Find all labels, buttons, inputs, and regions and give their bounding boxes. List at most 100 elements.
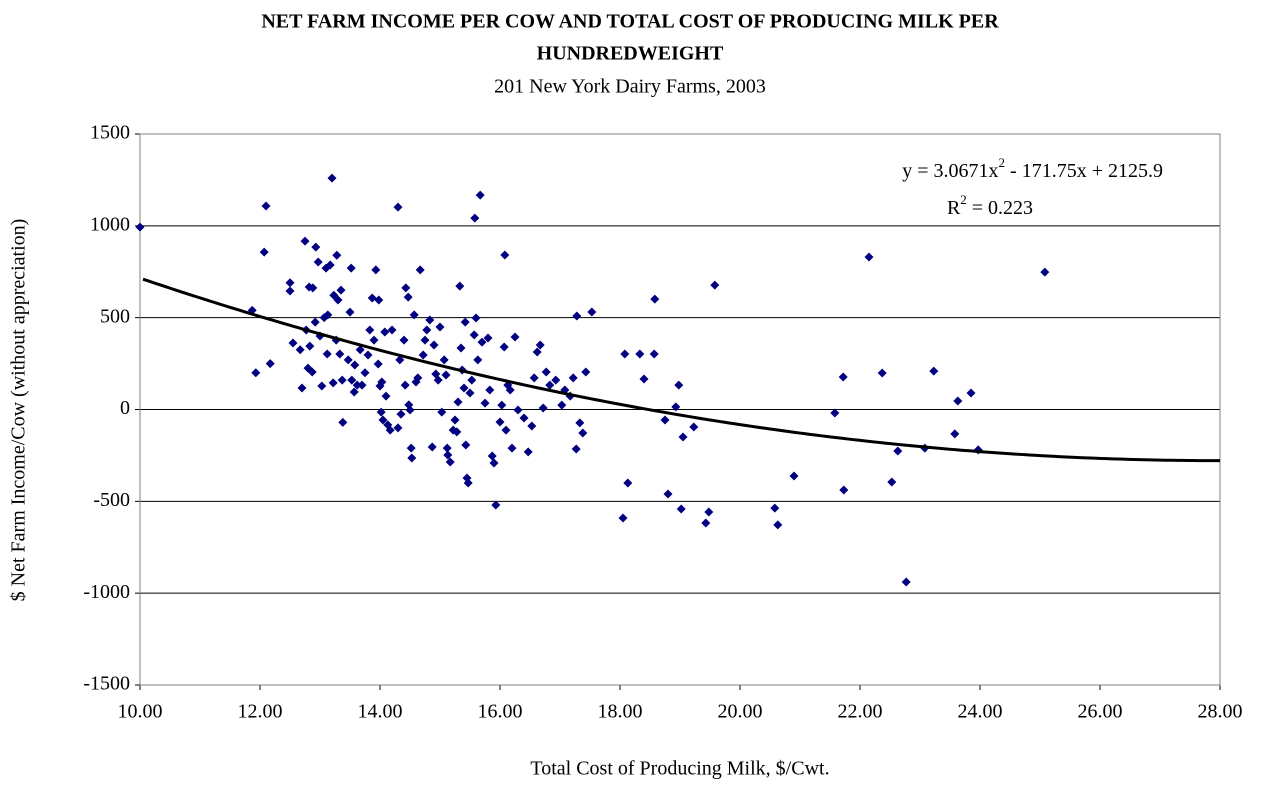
data-point: [413, 373, 423, 383]
data-point: [259, 247, 269, 257]
data-point: [374, 295, 384, 305]
data-point: [135, 222, 145, 232]
data-point: [704, 507, 714, 517]
data-point: [343, 355, 353, 365]
data-point: [532, 347, 542, 357]
data-point: [418, 350, 428, 360]
x-axis-label: Total Cost of Producing Milk, $/Cwt.: [530, 758, 829, 780]
data-point: [251, 368, 261, 378]
data-point: [393, 423, 403, 433]
data-point: [538, 403, 548, 413]
data-point: [360, 368, 370, 378]
y-tick-label: 1000: [90, 213, 130, 235]
data-point: [551, 375, 561, 385]
data-point: [773, 520, 783, 530]
data-point: [505, 385, 515, 395]
data-point: [499, 342, 509, 352]
data-point: [838, 372, 848, 382]
data-point: [345, 307, 355, 317]
data-point: [568, 373, 578, 383]
data-point: [470, 213, 480, 223]
data-point: [460, 317, 470, 327]
data-point: [376, 407, 386, 417]
data-point: [439, 355, 449, 365]
data-point: [385, 425, 395, 435]
data-point: [519, 413, 529, 423]
data-point: [455, 281, 465, 291]
data-point: [578, 428, 588, 438]
data-point: [300, 236, 310, 246]
data-point: [441, 370, 451, 380]
plot-frame: [139, 133, 1221, 686]
data-point: [678, 432, 688, 442]
data-point: [433, 375, 443, 385]
data-point: [953, 396, 963, 406]
chart-title: HUNDREDWEIGHT: [537, 43, 724, 65]
data-point: [322, 349, 332, 359]
data-point: [297, 383, 307, 393]
data-point: [377, 377, 387, 387]
data-point: [308, 283, 318, 293]
data-point: [541, 367, 551, 377]
data-point: [650, 294, 660, 304]
data-point: [335, 349, 345, 359]
data-point: [363, 350, 373, 360]
data-point: [671, 402, 681, 412]
data-point: [620, 349, 630, 359]
data-point: [575, 418, 585, 428]
equation-superscript: 2: [999, 155, 1006, 170]
data-point: [337, 375, 347, 385]
data-point: [557, 400, 567, 410]
data-point: [495, 417, 505, 427]
data-point: [529, 373, 539, 383]
data-point: [571, 444, 581, 454]
data-point: [305, 341, 315, 351]
data-point: [901, 577, 911, 587]
data-point: [477, 337, 487, 347]
data-point: [660, 415, 670, 425]
data-point: [429, 340, 439, 350]
y-tick-label: 500: [100, 305, 130, 327]
data-point: [288, 338, 298, 348]
data-point: [635, 349, 645, 359]
data-point: [323, 310, 333, 320]
data-point: [420, 335, 430, 345]
data-point: [336, 285, 346, 295]
data-point: [1040, 267, 1050, 277]
data-point: [453, 397, 463, 407]
data-point: [367, 293, 377, 303]
data-point: [325, 260, 335, 270]
trend-equation: y = 3.0671x2 - 171.75x + 2125.9: [902, 155, 1163, 182]
chart-subtitle: 201 New York Dairy Farms, 2003: [494, 76, 766, 98]
data-point: [381, 391, 391, 401]
data-point: [352, 380, 362, 390]
x-tick-label: 28.00: [1198, 701, 1243, 723]
y-tick-label: -500: [93, 489, 130, 511]
data-point: [676, 504, 686, 514]
data-point: [261, 201, 271, 211]
data-point: [332, 250, 342, 260]
x-tick-label: 12.00: [238, 701, 283, 723]
data-point: [461, 440, 471, 450]
x-tick-label: 16.00: [478, 701, 523, 723]
data-point: [473, 355, 483, 365]
data-point: [465, 388, 475, 398]
x-tick-label: 10.00: [118, 701, 163, 723]
data-point: [285, 286, 295, 296]
data-point: [513, 405, 523, 415]
data-point: [365, 325, 375, 335]
data-point: [437, 407, 447, 417]
data-point: [415, 265, 425, 275]
data-point: [497, 400, 507, 410]
r-squared-part: = 0.223: [967, 197, 1033, 219]
data-point: [618, 513, 628, 523]
data-point: [639, 374, 649, 384]
data-point: [480, 398, 490, 408]
data-point: [406, 443, 416, 453]
data-point: [475, 190, 485, 200]
data-point: [387, 325, 397, 335]
data-point: [371, 265, 381, 275]
r-squared: R2 = 0.223: [947, 192, 1033, 219]
x-tick-label: 18.00: [598, 701, 643, 723]
data-point: [311, 242, 321, 252]
